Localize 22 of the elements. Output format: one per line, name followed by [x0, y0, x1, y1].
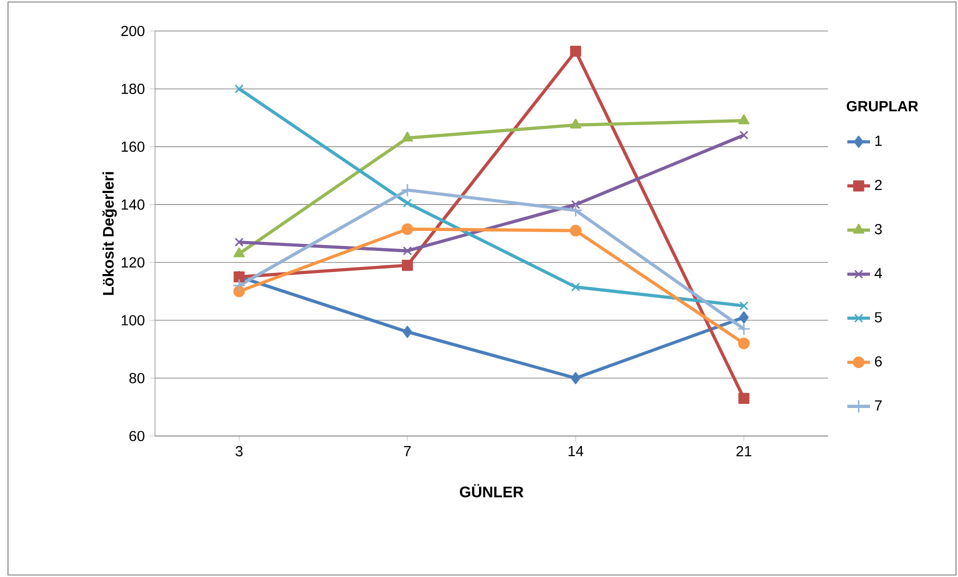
x-tick-label: 21	[736, 446, 752, 456]
legend-label: 5	[874, 312, 882, 322]
y-tick-label: 180	[122, 84, 144, 94]
legend-label: 6	[875, 356, 882, 367]
legend-label: 4	[874, 268, 882, 278]
legend-label: 7	[875, 400, 882, 410]
legend-label: 2	[874, 180, 882, 190]
y-tick-label: 200	[121, 26, 144, 36]
legend-label: 3	[874, 224, 882, 234]
legend-title: GRUPLAR	[846, 101, 918, 112]
x-tick-label: 7	[404, 446, 411, 456]
y-tick-label: 160	[122, 142, 144, 152]
x-axis-title: GÜNLER	[460, 484, 524, 498]
y-tick-label: 140	[122, 199, 144, 210]
y-tick-label: 120	[122, 257, 144, 268]
y-axis-title: Lökosit Değerleri	[102, 172, 117, 295]
y-tick-label: 60	[129, 430, 144, 442]
x-tick-label: 3	[236, 446, 243, 456]
x-tick-label: 14	[568, 446, 584, 456]
y-tick-label: 80	[129, 372, 144, 384]
legend-label: 1	[875, 136, 882, 146]
y-tick-label: 100	[122, 315, 144, 326]
